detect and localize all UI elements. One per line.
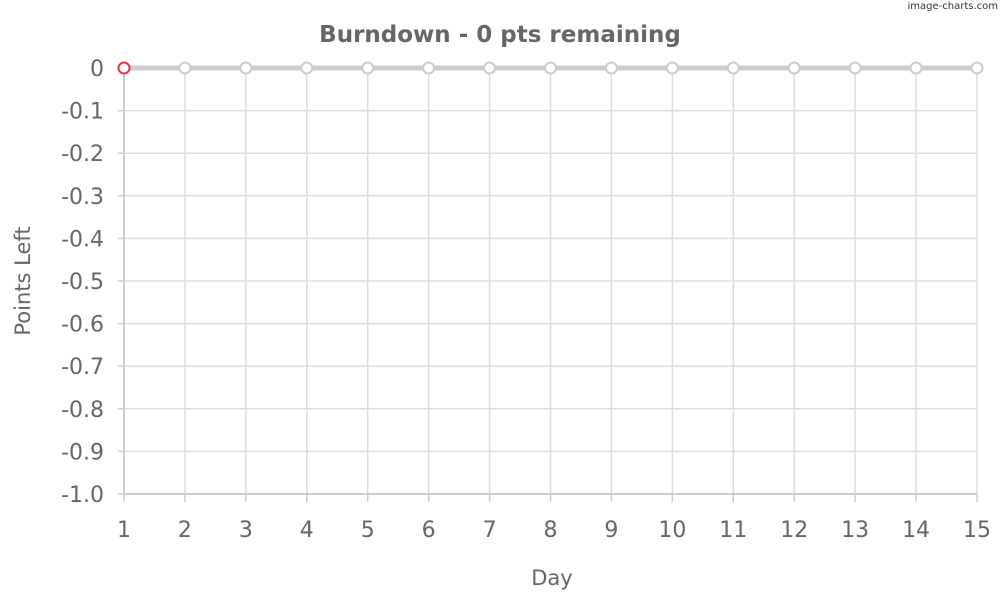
data-point [361, 61, 375, 75]
y-tick-label: -0.1 [61, 100, 104, 125]
data-point [544, 61, 557, 75]
x-tick-label: 6 [422, 518, 436, 543]
y-tick-label: -0.9 [61, 440, 104, 465]
y-tick-label: -1.0 [61, 483, 104, 508]
y-tick-label: -0.3 [61, 185, 104, 210]
x-tick-label: 8 [544, 518, 558, 543]
x-tick-label: 13 [841, 518, 869, 543]
data-point [726, 61, 740, 75]
x-tick-label: 1 [117, 518, 131, 543]
x-tick-label: 7 [483, 518, 497, 543]
chart-title: Burndown - 0 pts remaining [319, 22, 681, 48]
y-tick-label: 0 [90, 57, 104, 82]
x-tick-label: 3 [239, 518, 253, 543]
y-tick-label: -0.6 [61, 313, 104, 338]
y-tick-label: -0.7 [61, 355, 104, 380]
x-axis-ticks: 1 2 3 4 5 6 7 8 9 10 11 12 13 14 15 [117, 494, 991, 543]
x-tick-label: 11 [719, 518, 747, 543]
x-tick-label: 5 [361, 518, 375, 543]
data-point [422, 61, 436, 75]
x-tick-label: 14 [902, 518, 930, 543]
watermark: image-charts.com [908, 1, 999, 12]
data-point [239, 61, 253, 75]
x-tick-label: 2 [178, 518, 192, 543]
x-axis-label: Day [531, 566, 572, 590]
data-point [970, 61, 984, 75]
y-tick-label: -0.4 [61, 227, 104, 252]
data-point [483, 61, 497, 75]
x-tick-label: 10 [658, 518, 686, 543]
y-tick-label: -0.5 [61, 270, 104, 295]
data-point [178, 61, 192, 75]
data-point [909, 61, 923, 75]
data-point [848, 61, 862, 75]
x-tick-label: 15 [963, 518, 991, 543]
y-tick-label: -0.8 [61, 398, 104, 423]
data-point [604, 61, 618, 75]
x-tick-label: 9 [604, 518, 618, 543]
data-point [300, 61, 314, 75]
x-tick-label: 4 [300, 518, 314, 543]
x-tick-label: 12 [780, 518, 808, 543]
y-axis-ticks: 0 -0.1 -0.2 -0.3 -0.4 -0.5 -0.6 -0.7 -0.8 -0.9 -1.… [61, 57, 124, 508]
data-point [117, 61, 131, 75]
y-axis-label: Points Left [11, 226, 35, 335]
data-point [787, 61, 801, 75]
series-layer [117, 61, 984, 75]
data-point [665, 61, 679, 75]
y-tick-label: -0.2 [61, 142, 104, 167]
grid [123, 67, 978, 495]
